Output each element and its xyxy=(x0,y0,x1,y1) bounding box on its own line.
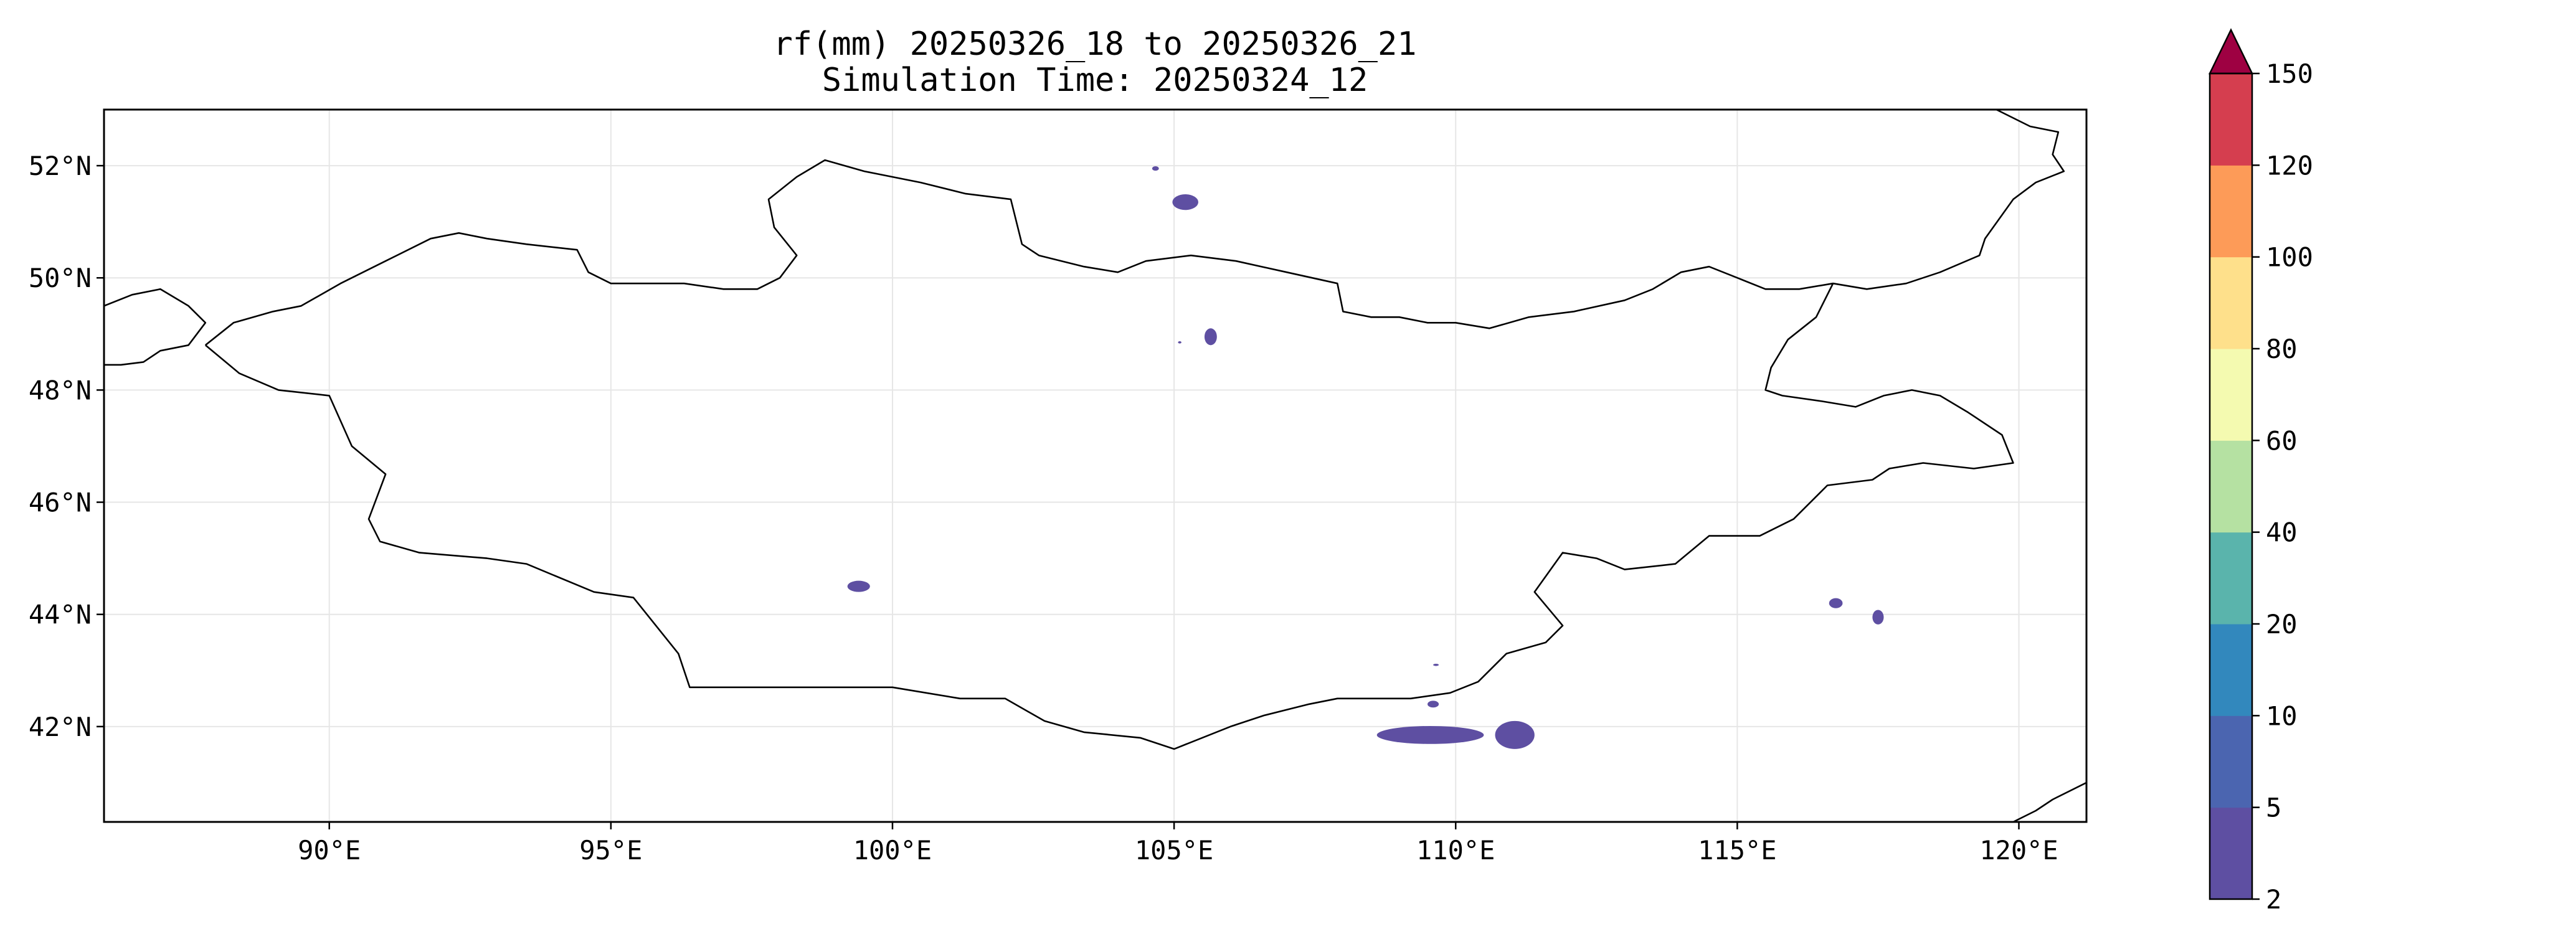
colorbar-tick-label: 100 xyxy=(2266,242,2313,273)
lat-tick-label: 50°N xyxy=(29,263,92,293)
colorbar-segment xyxy=(2210,257,2252,349)
rainfall-field xyxy=(847,166,1884,749)
colorbar-segment xyxy=(2210,715,2252,808)
rainfall-patch xyxy=(1872,610,1884,625)
colorbar-segment xyxy=(2210,624,2252,716)
rainfall-patch xyxy=(1376,725,1484,744)
lat-tick-label: 52°N xyxy=(29,151,92,181)
colorbar-tick-label: 120 xyxy=(2266,150,2313,181)
lon-tick-label: 115°E xyxy=(1698,835,1776,866)
map-background xyxy=(104,110,2086,822)
colorbar-segment xyxy=(2210,73,2252,166)
mongolia-border xyxy=(204,159,2014,750)
rainfall-patch xyxy=(1433,663,1439,666)
lon-tick-label: 100°E xyxy=(853,835,932,866)
colorbar-frame xyxy=(2209,72,2253,900)
rainfall-patch xyxy=(1495,720,1535,749)
title-line-2: Simulation Time: 20250324_12 xyxy=(822,62,1368,99)
colorbar-segment xyxy=(2210,349,2252,441)
lon-tick-label: 120°E xyxy=(1979,835,2058,866)
rainfall-patch xyxy=(1152,166,1159,171)
rainfall-patch xyxy=(1172,194,1198,210)
lon-tick-label: 95°E xyxy=(579,835,642,866)
colorbar-tick-label: 2 xyxy=(2266,884,2281,915)
rainfall-patch xyxy=(1829,598,1843,608)
country-borders xyxy=(104,110,2086,822)
lat-tick-label: 46°N xyxy=(29,488,92,518)
longitude-axis: 90°E 95°E 100°E 105°E 110°E 115°E 120°E xyxy=(298,822,2058,866)
colorbar-segment xyxy=(2210,440,2252,533)
title-line-1: rf(mm) 20250326_18 to 20250326_21 xyxy=(773,26,1416,63)
lat-tick-label: 44°N xyxy=(29,600,92,630)
colorbar-tick-label: 10 xyxy=(2266,700,2298,731)
colorbar-tick-label: 5 xyxy=(2266,793,2281,823)
colorbar-segment xyxy=(2210,532,2252,625)
rainfall-patch xyxy=(1204,328,1217,346)
lon-tick-label: 90°E xyxy=(298,835,361,866)
colorbar-tick-label: 150 xyxy=(2266,59,2313,89)
colorbar-segment xyxy=(2210,807,2252,900)
colorbar-tick-label: 60 xyxy=(2266,425,2298,456)
lon-tick-label: 110°E xyxy=(1416,835,1495,866)
graticule xyxy=(104,110,2086,822)
colorbar-tick-label: 20 xyxy=(2266,609,2298,639)
map-panel: 90°E 95°E 100°E 105°E 110°E 115°E 120°E 42°N 44… xyxy=(29,108,2088,866)
northwest-border-segment xyxy=(104,288,207,366)
rainfall-patch xyxy=(847,580,870,592)
rainfall-patch xyxy=(1428,700,1439,708)
southeast-border-segment xyxy=(2012,781,2086,822)
lon-tick-label: 105°E xyxy=(1135,835,1213,866)
colorbar-tick-label: 80 xyxy=(2266,334,2298,364)
lat-tick-label: 48°N xyxy=(29,375,92,405)
colorbar: 2 5 10 20 40 60 80 100 120 150 xyxy=(2209,28,2313,915)
rainfall-patch xyxy=(1178,341,1181,344)
lat-tick-label: 42°N xyxy=(29,712,92,742)
colorbar-tick-label: 40 xyxy=(2266,517,2298,548)
northeast-border-segment xyxy=(1832,110,2065,290)
latitude-axis: 42°N 44°N 46°N 48°N 50°N 52°N xyxy=(29,151,104,742)
colorbar-extend-triangle xyxy=(2209,28,2253,75)
map-frame xyxy=(103,108,2088,823)
colorbar-segment xyxy=(2210,165,2252,258)
